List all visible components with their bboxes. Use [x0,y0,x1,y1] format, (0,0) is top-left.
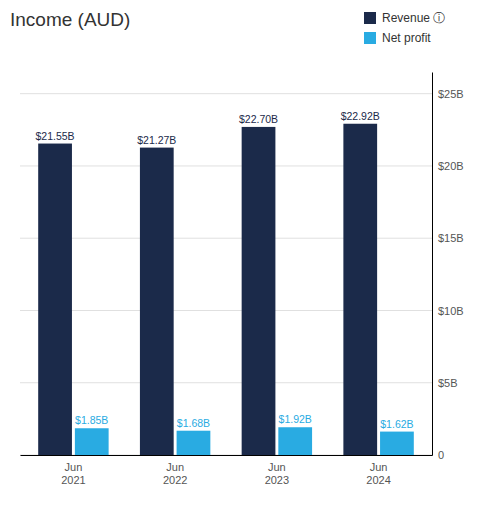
data-label: $22.92B [341,110,380,122]
legend-swatch [364,32,376,44]
x-tick: Jun2022 [163,461,187,486]
y-tick-label: $20B [438,160,464,172]
data-label: $1.68B [177,417,210,429]
legend-label: Revenue ⓘ [382,11,445,25]
y-tick-label: $15B [438,232,464,244]
legend-item: Net profit [364,31,431,45]
data-label: $1.62B [380,418,413,430]
legend: Revenue ⓘ Net profit [364,11,445,45]
y-tick: $15B [438,232,464,244]
data-label: $22.70B [239,113,278,125]
bar [242,127,276,455]
data-label: $21.27B [137,134,176,146]
y-tick: $20B [438,160,464,172]
y-tick: $5B [438,377,458,389]
grid-line [20,93,432,94]
bar [177,431,211,455]
bar [343,124,377,455]
y-tick: 0 [438,449,444,461]
data-labels: $21.55B $21.27B $22.70B $22.92B $1.85B $1.68B… [36,110,414,430]
x-tick: Jun2024 [366,461,390,486]
bars [38,124,414,455]
plot: 0$5B$10B$15B$20B$25BJun2021Jun2022Jun202… [20,73,464,487]
legend-swatch [364,12,376,24]
bar [38,144,72,455]
title: Income (AUD) [10,9,130,30]
x-axis-line [21,455,433,456]
data-label: $1.92B [279,413,312,425]
legend-label: Net profit [382,31,431,45]
x-tick: Jun2021 [61,461,85,486]
y-tick-label: 0 [438,449,444,461]
bar [380,432,414,455]
x-tick-label: Jun2024 [366,461,390,486]
y-axis-line [432,73,433,456]
y-tick: $10B [438,304,464,316]
bar [140,148,174,455]
y-tick: $25B [438,88,464,100]
grid [20,94,432,455]
x-tick-label: Jun2022 [163,461,187,486]
bar [278,427,312,455]
x-tick: Jun2023 [265,461,289,486]
y-tick-label: $10B [438,304,464,316]
y-axis: 0 $5B $10B $15B $20B $25B [433,73,464,462]
data-label: $1.85B [75,414,108,426]
y-tick-label: $25B [438,88,464,100]
data-label: $21.55B [36,130,75,142]
x-tick-label: Jun2023 [265,461,289,486]
chart: Income (AUD)0$5B$10B$15B$20B$25BJun2021J… [0,0,482,505]
x-tick-label: Jun2021 [61,461,85,486]
legend-item: Revenue ⓘ [364,11,445,25]
y-tick-label: $5B [438,377,458,389]
bar [75,428,109,455]
x-axis: Jun2021 Jun2022 Jun2023 Jun2024 [21,456,433,487]
